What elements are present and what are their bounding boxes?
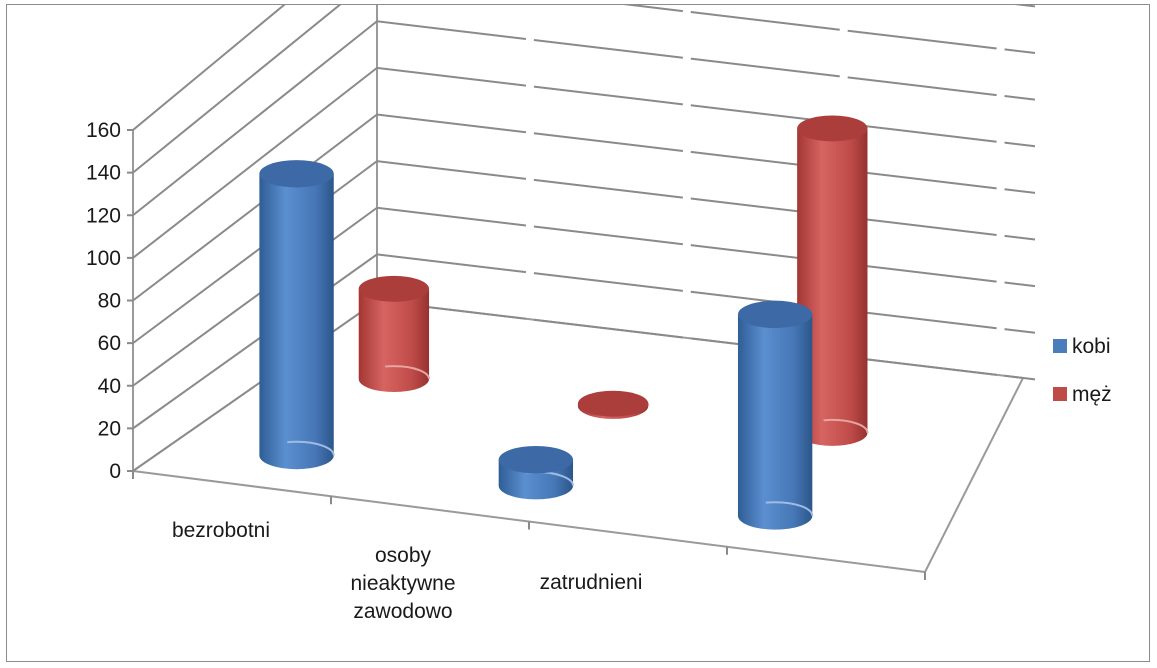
side-wall-gridline — [132, 300, 378, 472]
bar-męż-1 — [576, 390, 650, 420]
category-label-line: bezrobotni — [172, 519, 270, 542]
back-wall-gridline — [376, 253, 1036, 334]
legend: kobi męż — [1053, 335, 1112, 406]
side-wall-gridline — [132, 206, 378, 387]
bar-body — [358, 288, 430, 393]
category-label-line: nieaktywne — [350, 572, 455, 595]
side-wall-gridline — [132, 5, 342, 174]
back-wall-gridline — [376, 113, 1036, 194]
category-label-0: bezrobotni — [172, 519, 270, 542]
y-tick-label: 120 — [86, 204, 121, 227]
y-tick-label: 0 — [109, 460, 121, 483]
category-label-line: osoby — [375, 544, 432, 567]
category-label-2: zatrudnieni — [540, 571, 643, 594]
y-axis-ticks: 0 20 40 60 80 100 120 140 160 — [86, 119, 133, 483]
side-wall-gridline — [132, 20, 378, 217]
bar-base-highlight — [736, 501, 814, 531]
side-wall-gridline — [132, 160, 378, 344]
y-tick-label: 60 — [98, 332, 121, 355]
category-labels: bezrobotni osoby nieaktywne zawodowo zatrudn… — [172, 519, 642, 623]
legend-label-kobi: kobi — [1072, 335, 1111, 358]
bar-top — [259, 160, 334, 188]
y-tick-label: 100 — [86, 247, 121, 270]
bar-top — [498, 446, 574, 474]
y-tick-label: 20 — [98, 417, 121, 440]
bars — [258, 115, 869, 531]
bar-męż-2 — [796, 115, 869, 447]
bar-body — [259, 173, 334, 470]
bar-męż-0 — [357, 275, 431, 394]
side-wall-gridline — [132, 113, 378, 302]
bar-kobi-1 — [497, 446, 575, 501]
y-tick-label: 160 — [86, 119, 121, 142]
side-wall-gridline — [132, 253, 378, 430]
bar-kobi-0 — [258, 160, 335, 471]
side-wall-gridline — [132, 5, 286, 131]
back-wall-gridline — [376, 66, 1036, 148]
chart-svg: 0 20 40 60 80 100 120 140 160 bezrobotni osoby nie… — [86, 5, 1112, 623]
back-wall-gridline — [376, 206, 1036, 288]
side-wall-gridline — [132, 67, 378, 259]
legend-label-mez: męż — [1072, 383, 1112, 406]
bar-base-highlight — [796, 418, 869, 447]
back-wall-gridline — [376, 300, 1036, 381]
legend-swatch-mez — [1053, 387, 1067, 401]
category-label-line: zatrudnieni — [540, 571, 643, 594]
category-label-line: zawodowo — [353, 600, 452, 623]
bar-top — [577, 390, 649, 417]
bar-body — [737, 314, 813, 530]
bar-top — [358, 275, 430, 302]
bar-kobi-2 — [736, 300, 814, 531]
gridlines — [132, 5, 1036, 472]
bar-top — [797, 115, 868, 142]
back-wall-gridline — [376, 160, 1036, 241]
bar-base-highlight — [258, 440, 335, 471]
y-tick-label: 40 — [98, 375, 121, 398]
legend-swatch-kobi — [1053, 339, 1067, 353]
axes — [132, 471, 926, 580]
back-wall-gridline — [376, 20, 1036, 101]
y-tick-label: 80 — [98, 290, 121, 313]
y-tick-label: 140 — [86, 162, 121, 185]
back-wall-gridline — [1014, 5, 1036, 8]
bar-body — [797, 128, 868, 446]
bar-top — [737, 300, 813, 329]
bar-base-highlight — [357, 365, 431, 394]
back-wall-gridline — [623, 5, 1036, 55]
category-label-1: osoby nieaktywne zawodowo — [350, 544, 455, 623]
chart-frame: 0 20 40 60 80 100 120 140 160 bezrobotni osoby nie… — [6, 4, 1150, 662]
